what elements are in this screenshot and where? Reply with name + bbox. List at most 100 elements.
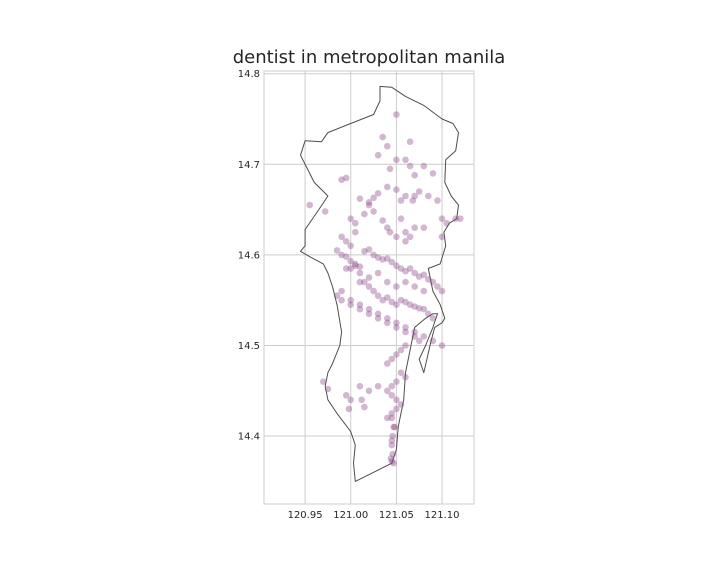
dentist-point <box>361 248 368 255</box>
dentist-point <box>370 251 377 259</box>
dentist-point <box>358 396 366 404</box>
dentist-point <box>386 165 394 173</box>
dentist-point <box>420 271 428 279</box>
x-axis-tick-labels: 120.95 121.00 121.05 121.10 <box>288 510 460 521</box>
dentist-point <box>365 387 373 395</box>
dentist-point <box>425 192 432 200</box>
axes-frame <box>263 70 475 505</box>
dentist-point <box>402 228 409 236</box>
dentist-point <box>356 301 364 309</box>
dentist-point <box>342 253 350 260</box>
dentist-point <box>347 215 355 222</box>
dentist-point <box>402 278 409 286</box>
dentist-point <box>345 405 353 413</box>
dentist-point <box>370 208 377 215</box>
dentist-point <box>384 183 391 191</box>
dentist-point <box>388 355 396 363</box>
dentist-point <box>379 217 387 224</box>
dentist-point <box>397 296 405 304</box>
dentist-point <box>374 151 382 159</box>
dentist-point <box>365 201 373 209</box>
dentist-point <box>393 186 400 193</box>
dentist-point <box>356 382 364 390</box>
dentist-point <box>379 256 387 263</box>
dentist-point <box>393 324 400 331</box>
dentist-point <box>438 215 446 222</box>
dentist-point <box>347 257 355 265</box>
dentist-point <box>438 287 446 295</box>
dentist-point <box>384 315 391 322</box>
dentist-point <box>384 278 391 286</box>
dentist-point <box>393 156 400 164</box>
dentist-point <box>429 170 437 177</box>
dentist-point <box>356 269 364 277</box>
dentist-point <box>411 328 419 336</box>
dentist-point <box>370 194 377 202</box>
dentist-point <box>388 410 396 417</box>
dentist-point <box>429 337 437 345</box>
dentist-point <box>397 265 405 272</box>
x-tick-label: 121.05 <box>379 510 414 521</box>
dentist-point <box>409 197 417 204</box>
dentist-point <box>356 278 364 286</box>
dentist-point <box>393 111 400 118</box>
dentist-point <box>388 414 396 422</box>
dentist-point <box>425 276 432 283</box>
dentist-point <box>420 224 428 231</box>
dentist-point <box>374 269 382 277</box>
chart-title: dentist in metropolitan manila <box>233 47 506 68</box>
dentist-point <box>393 378 400 386</box>
dentist-point <box>406 138 414 145</box>
dentist-point <box>411 171 419 179</box>
dentist-point <box>402 324 409 331</box>
dentist-point <box>333 292 341 300</box>
dentist-point <box>320 378 327 386</box>
dentist-point <box>365 310 373 318</box>
dentist-point <box>452 215 460 222</box>
metro-manila-boundary <box>300 85 459 482</box>
x-tick-label: 121.00 <box>333 510 368 521</box>
dentist-point <box>393 405 400 413</box>
dentist-point <box>374 190 382 197</box>
dentist-point <box>406 233 414 241</box>
dentist-point <box>352 219 359 227</box>
dentist-point <box>406 162 414 170</box>
dentist-point <box>393 319 400 327</box>
dentist-point <box>356 305 364 313</box>
dentist-point <box>361 403 368 411</box>
dentist-point <box>390 459 398 467</box>
dentist-point <box>374 292 382 300</box>
dentist-point <box>338 287 345 295</box>
dentist-point <box>347 296 355 304</box>
dentist-point <box>411 333 419 340</box>
dentist-point <box>397 401 405 408</box>
dentist-point <box>386 228 394 236</box>
dentist-point <box>415 305 423 312</box>
dentist-point <box>402 298 409 306</box>
dentist-point <box>402 342 409 349</box>
dentist-point <box>420 305 428 313</box>
dentist-point <box>365 246 373 253</box>
dentist-point <box>388 382 396 390</box>
dentist-point <box>393 301 400 309</box>
dentist-point <box>384 360 391 367</box>
dentist-point <box>402 156 409 164</box>
data-points <box>306 111 464 467</box>
dentist-point <box>415 337 423 345</box>
dentist-point <box>342 265 350 272</box>
dentist-point <box>342 238 350 245</box>
dentist-point <box>391 423 398 431</box>
dentist-point <box>365 199 373 206</box>
dentist-point <box>338 176 345 183</box>
dentist-point <box>384 387 391 395</box>
dentist-point <box>384 142 391 150</box>
dentist-point <box>384 319 391 327</box>
dentist-point <box>384 224 391 231</box>
x-tick-label: 120.95 <box>288 510 323 521</box>
dentist-point <box>402 267 409 275</box>
dentist-point <box>397 369 405 377</box>
dentist-point <box>397 346 405 354</box>
dentist-point <box>365 283 373 290</box>
dentist-point <box>389 432 397 440</box>
dentist-point <box>338 296 345 304</box>
